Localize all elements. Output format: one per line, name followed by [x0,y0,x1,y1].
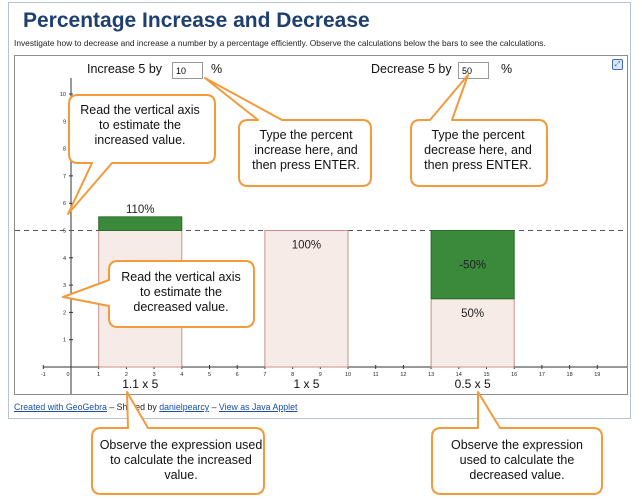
x-tick-label: 14 [456,372,462,378]
x-tick-label: 19 [594,372,600,378]
y-tick-label: 9 [63,119,66,125]
x-tick-label: 15 [483,372,489,378]
decrease-label: Decrease 5 by [371,62,452,76]
bar-base-label: 50% [461,308,484,320]
callout-observe-increased-text: Observe the expression used to calculate… [99,438,263,482]
bar-change [430,230,515,300]
x-tick-label: 0 [66,372,69,378]
decrease-percent-input[interactable] [458,62,489,79]
page-title: Percentage Increase and Decrease [23,9,370,32]
bar-change [98,216,183,232]
bar-change-label: -50% [459,260,486,272]
x-tick-label: 7 [263,372,266,378]
x-tick-label: 17 [539,372,545,378]
x-tick-label: 16 [511,372,517,378]
created-with-link[interactable]: Created with GeoGebra [14,402,107,412]
callout-read-increased [67,94,216,215]
x-tick-label: 12 [400,372,406,378]
callout-read-decreased-text: Read the vertical axis to estimate the d… [121,270,241,314]
x-tick-label: 9 [319,372,322,378]
x-tick-label: 10 [345,372,351,378]
y-tick-label: 7 [63,174,66,180]
view-as-java-link[interactable]: View as Java Applet [218,402,298,412]
callout-type-increase [204,77,372,187]
x-tick-label: 4 [180,372,183,378]
callout-type-increase-text: Type the percent increase here, and then… [252,128,360,172]
y-tick-label: 4 [63,256,66,262]
increase-percent-input[interactable] [172,62,203,79]
decrease-percent-sign: % [501,62,513,76]
x-tick-label: 1 [97,372,100,378]
x-tick-label: 3 [153,372,156,378]
y-tick-label: 2 [63,310,66,316]
bar-expression: 0.5 x 5 [455,377,491,391]
bar-expression: 1 x 5 [293,377,319,391]
callout-observe-increased [91,391,265,495]
y-tick-label: 1 [63,338,66,344]
y-tick-label: 5 [63,229,66,235]
x-tick-label: 11 [373,372,379,378]
bar-expression: 1.1 x 5 [122,377,158,391]
y-tick-label: 10 [60,92,66,98]
y-tick-label: 8 [63,147,66,153]
x-tick-label: 2 [125,372,128,378]
callout-observe-decreased-text: Observe the expression used to calculate… [450,438,583,482]
x-tick-label: 18 [567,372,573,378]
x-tick-label: 13 [428,372,434,378]
x-tick-label: 6 [236,372,239,378]
x-tick-label: -1 [41,372,46,378]
increase-label: Increase 5 by [87,62,163,76]
callout-type-decrease [410,74,548,187]
resize-icon[interactable]: ⤢ [612,59,623,70]
increase-percent-sign: % [211,62,223,76]
y-tick-label: 6 [63,201,66,207]
bar-base [264,230,349,368]
x-tick-label: 8 [291,372,294,378]
callout-read-increased-text: Read the vertical axis to estimate the i… [80,103,200,147]
instructions-text: Investigate how to decrease and increase… [14,38,546,48]
bar-change-label: 110% [126,204,155,216]
footer-separator-2: – [209,402,219,412]
x-tick-label: 5 [208,372,211,378]
callout-observe-decreased [431,391,603,495]
y-tick-label: 3 [63,283,66,289]
callout-type-decrease-text: Type the percent decrease here, and then… [424,128,532,172]
shared-by-link[interactable]: danielpearcy [159,402,210,412]
callout-read-decreased [62,260,255,328]
bar-base-label: 100% [292,240,321,252]
